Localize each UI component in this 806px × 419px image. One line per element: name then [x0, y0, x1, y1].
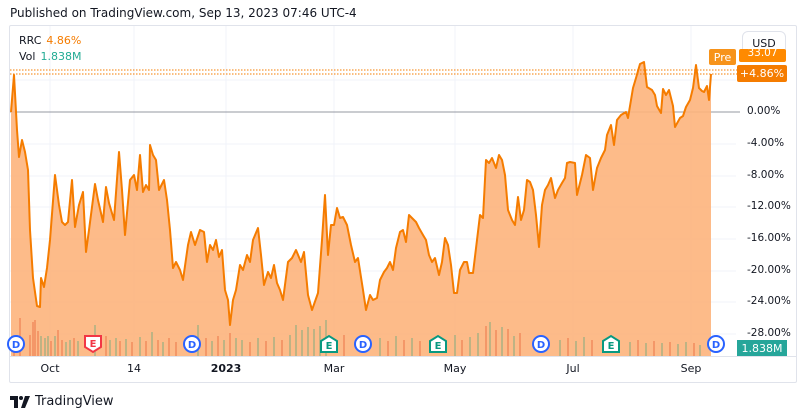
y-tick-7: -28.00% [747, 327, 791, 339]
earnings-marker[interactable]: E [320, 334, 338, 353]
footer-brand-text: TradingView [35, 394, 114, 409]
x-tick-may: May [443, 362, 467, 375]
x-tick-mar: Mar [323, 362, 345, 375]
price-line [10, 61, 712, 326]
svg-text:D: D [12, 340, 20, 351]
svg-text:E: E [608, 341, 615, 352]
y-tick-2: -8.00% [747, 169, 785, 181]
x-tick-2023: 2023 [210, 362, 242, 375]
legend-symbol[interactable]: RRC [19, 34, 42, 47]
svg-text:D: D [188, 340, 196, 351]
svg-text:E: E [435, 341, 442, 352]
legend-symbol-row: RRC 4.86% [19, 33, 81, 49]
y-tick-6: -24.00% [747, 295, 791, 307]
tradingview-logo-icon [10, 395, 30, 408]
published-header: Published on TradingView.com, Sep 13, 20… [10, 6, 357, 20]
x-tick-14: 14 [127, 362, 141, 375]
svg-text:D: D [712, 340, 720, 351]
svg-text:D: D [359, 340, 367, 351]
y-tick-1: -4.00% [747, 137, 785, 149]
legend-vol-label[interactable]: Vol [19, 50, 36, 63]
earnings-marker[interactable]: E [602, 334, 620, 353]
chart-legend: RRC 4.86% Vol 1.838M [19, 33, 81, 65]
x-tick-jul: Jul [566, 362, 580, 375]
dividend-marker[interactable]: D [354, 335, 372, 353]
legend-volume-row: Vol 1.838M [19, 49, 81, 65]
last-change-tag: +4.86% [737, 65, 787, 82]
footer-brand[interactable]: TradingView [10, 394, 114, 409]
legend-change: 4.86% [46, 34, 82, 47]
svg-text:E: E [90, 339, 97, 350]
y-tick-5: -20.00% [747, 264, 791, 276]
dividend-marker[interactable]: D [532, 335, 550, 353]
svg-text:E: E [326, 341, 333, 352]
svg-text:D: D [537, 340, 545, 351]
y-tick-0: 0.00% [747, 105, 781, 117]
pre-market-tag: Pre [709, 49, 736, 65]
x-tick-oct: Oct [40, 362, 60, 375]
dividend-marker[interactable]: D [183, 335, 201, 353]
price-area [11, 62, 711, 356]
volume-tag: 1.838M [737, 340, 787, 356]
pre-price-label: 33.07 [739, 49, 786, 62]
y-tick-3: -12.00% [747, 200, 791, 212]
legend-vol-value: 1.838M [40, 50, 82, 63]
dividend-marker[interactable]: D [7, 335, 25, 353]
y-tick-4: -16.00% [747, 232, 791, 244]
x-tick-sep: Sep [680, 362, 702, 375]
earnings-marker[interactable]: E [84, 335, 102, 354]
earnings-marker[interactable]: E [429, 334, 447, 353]
dividend-marker[interactable]: D [707, 335, 725, 353]
